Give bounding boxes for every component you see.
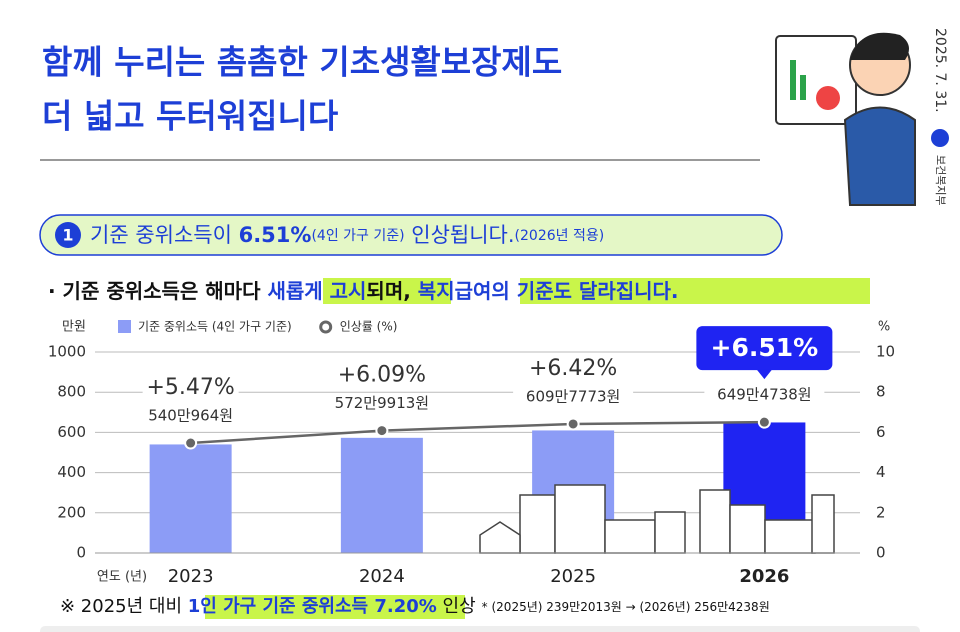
line-value-label: +6.09%: [338, 363, 426, 388]
footnote-part: * (2025년) 239만2013원 → (2026년) 256만4238원: [482, 600, 770, 614]
line-value-label: +5.47%: [146, 375, 234, 400]
legend-label: 인상률 (%): [340, 320, 398, 334]
line-value-label: +6.42%: [529, 356, 617, 381]
footnote-part: 1인 가구 기준 중위소득 7.20%: [188, 596, 437, 617]
x-tick-label: 2023: [168, 566, 214, 587]
ministry: 보건복지부: [934, 155, 947, 206]
subtitle-part: (4인 가구 기준): [311, 228, 404, 244]
title-line: 더 넓고 두터워집니다: [42, 97, 339, 136]
title-line: 함께 누리는 촘촘한 기초생활보장제도: [42, 43, 562, 82]
y-tick-label: 400: [57, 463, 86, 481]
legend-label: 기준 중위소득 (4인 가구 기준): [138, 320, 292, 334]
bar: [149, 444, 232, 553]
bar-value-label: 540만964원: [148, 407, 233, 425]
y-tick-label: 800: [57, 383, 86, 401]
x-tick-label: 2025: [550, 566, 596, 587]
value-label-bg: [130, 406, 251, 427]
subtitle-pill: [39, 214, 783, 256]
legend-swatch: [118, 320, 131, 333]
callout: [696, 326, 833, 371]
highlight: [520, 278, 870, 304]
subtitle-part: 인상됩니다.: [405, 223, 515, 247]
y-tick-label: 600: [57, 423, 86, 441]
y2-tick-label: 6: [876, 423, 886, 441]
subtitle-badge: [55, 222, 81, 248]
x-tick-label: 2026: [739, 566, 789, 587]
line-value-label: +6.51%: [711, 333, 819, 362]
bullet-part: 복지급여의 기준도 달라집니다.: [418, 279, 679, 303]
y-tick-label: 200: [57, 503, 86, 521]
line-point: [757, 415, 771, 429]
callout-tip: [756, 369, 773, 380]
footnote-part: ※ 2025년 대비: [60, 596, 188, 617]
legend-swatch: [319, 320, 333, 334]
ministry-logo: [931, 129, 949, 147]
subtitle: 기준 중위소득이 6.51%(4인 가구 기준) 인상됩니다.(2026년 적용…: [90, 223, 604, 247]
value-label-bg: [513, 386, 634, 407]
highlight: [205, 595, 465, 619]
bullet-part: 새롭게 고시: [267, 279, 366, 303]
footnote-part: 인상: [437, 596, 476, 617]
y2-tick-label: 2: [876, 503, 886, 521]
y2-axis-label: %: [878, 320, 890, 335]
footnote: ※ 2025년 대비 1인 가구 기준 중위소득 7.20% 인상 * (2025…: [60, 596, 770, 617]
y-tick-label: 0: [76, 544, 86, 562]
date: 2025. 7. 31.: [932, 28, 948, 113]
y2-tick-label: 10: [876, 343, 895, 361]
value-label-bg: [333, 362, 430, 389]
bullet: · 기준 중위소득은 해마다 새롭게 고시되며, 복지급여의 기준도 달라집니다…: [48, 279, 679, 303]
bar: [340, 437, 423, 553]
line-point: [566, 417, 580, 431]
bar-value-label: 572만9913원: [335, 394, 429, 412]
bullet-part: · 기준 중위소득은 해마다: [48, 279, 267, 303]
bar-value-label: 609만7773원: [526, 387, 620, 405]
subtitle-part: (2026년 적용): [515, 228, 605, 244]
line-point: [184, 436, 198, 450]
x-axis-label: 연도 (년): [97, 570, 147, 585]
value-label-bg: [704, 385, 825, 406]
value-label-bg: [142, 375, 239, 402]
subtitle-part: 6.51%: [239, 223, 312, 247]
line: [190, 420, 765, 445]
illustration: [775, 32, 916, 206]
x-tick-label: 2024: [359, 566, 405, 587]
y2-tick-label: 4: [876, 463, 886, 481]
value-label-bg: [321, 393, 442, 414]
y2-tick-label: 0: [876, 544, 886, 562]
subtitle-number: 1: [62, 226, 73, 245]
bar-value-label: 649만4738원: [717, 386, 811, 404]
subtitle-part: 기준 중위소득이: [90, 223, 239, 247]
bottom-panel: [40, 626, 920, 632]
y2-tick-label: 8: [876, 383, 886, 401]
y-tick-label: 1000: [48, 343, 86, 361]
highlight: [323, 278, 451, 304]
value-label-bg: [525, 355, 622, 382]
bullet-part: 되며,: [366, 279, 417, 303]
line-point: [375, 424, 389, 438]
y-axis-label: 만원: [62, 320, 86, 335]
